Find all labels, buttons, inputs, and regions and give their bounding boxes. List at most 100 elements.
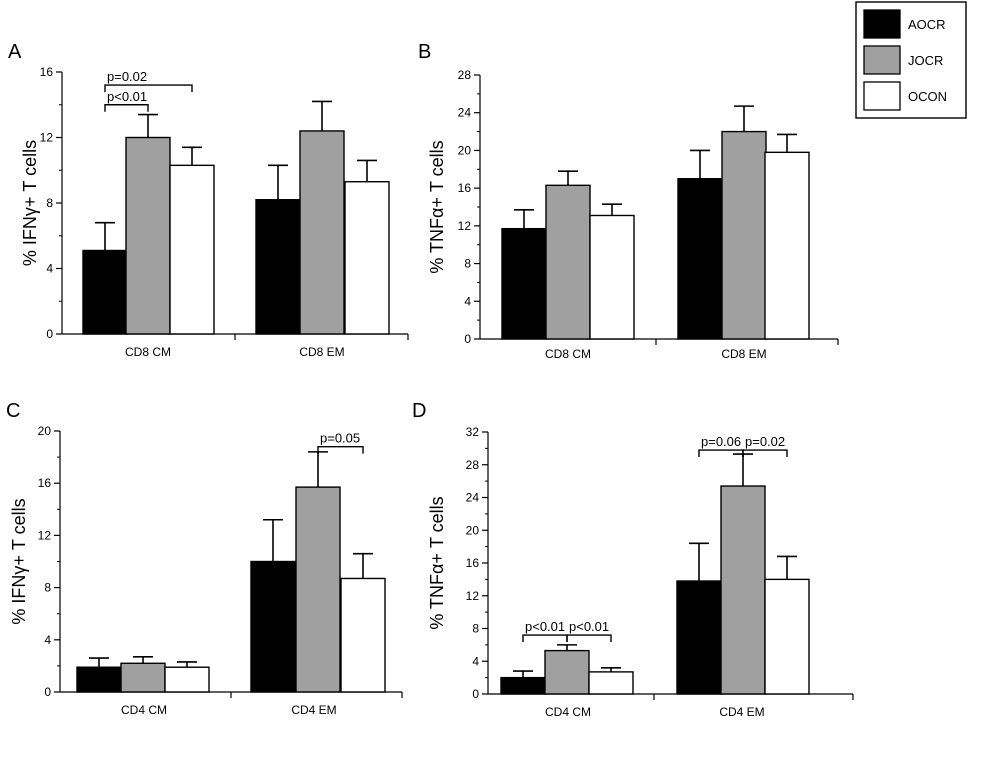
y-tick-label: 20 [458,143,472,157]
x-category-label: CD4 EM [719,705,764,719]
x-category-label: CD8 EM [299,345,344,359]
legend-swatch-aocr [863,9,901,39]
panel-letter: A [8,41,22,63]
x-category-label: CD8 EM [721,347,766,361]
legend-label-ocon: OCON [908,89,947,104]
y-tick-label: 12 [38,528,52,542]
panel-letter: D [412,400,426,422]
bar-jocr [120,662,166,693]
y-axis-label: % TNFα+ T cells [427,496,447,629]
bar-aocr [500,676,546,695]
legend-swatch-ocon [863,81,901,111]
p-value-label: p<0.01 [569,619,609,634]
y-tick-label: 0 [44,685,51,699]
panel-d: D % TNFα+ T cells 0 4 8 12 16 20 24 28 32 CD4 CM CD4… [412,400,854,719]
legend-swatch-jocr [863,45,901,75]
bar-ocon [344,181,390,335]
y-axis-label-symbol: α [427,208,447,218]
bar-ocon [589,214,635,340]
y-tick-label: 4 [44,633,51,647]
panel-a: A % IFNγ+ T cells 0 4 8 12 16 CD8 CM CD8 EM p=0.0… [8,41,409,359]
y-axis-label-suffix: + T cells [20,140,40,207]
x-category-label: CD4 EM [291,703,336,717]
bar-ocon [588,671,634,695]
y-tick-label: 8 [46,196,53,210]
y-axis-label-prefix: % TNF [427,218,447,274]
legend: AOCR JOCR OCON [855,1,967,119]
bar-jocr [299,130,345,335]
legend-label-aocr: AOCR [908,17,946,32]
p-value-label: p=0.06 [701,434,741,449]
y-tick-label: 16 [466,556,480,570]
y-tick-label: 4 [46,262,53,276]
y-tick-label: 0 [46,327,53,341]
y-axis-label-suffix: + T cells [427,140,447,207]
y-tick-label: 20 [38,424,52,438]
y-tick-label: 28 [466,458,480,472]
y-axis-label-prefix: % TNF [427,574,447,630]
bar-aocr [255,199,301,335]
y-axis-label-prefix: % IFN [20,216,40,266]
y-tick-label: 12 [466,589,480,603]
bar-ocon [764,151,810,340]
y-axis-label-prefix: % IFN [9,575,29,625]
bar-jocr [545,184,591,340]
panel-letter: C [6,400,20,422]
y-tick-label: 8 [44,581,51,595]
bar-aocr [676,580,722,695]
significance-bracket [317,445,364,454]
bar-jocr [125,136,171,335]
bar-aocr [250,560,296,693]
bar-jocr [544,649,590,695]
y-axis-label: % IFNγ+ T cells [9,498,29,624]
bar-ocon [340,577,386,693]
x-category-label: CD4 CM [545,705,591,719]
legend-label-jocr: JOCR [908,53,943,68]
y-tick-label: 8 [472,622,479,636]
y-axis-label: % IFNγ+ T cells [20,140,40,266]
significance-bracket [742,449,788,458]
panel-letter: B [418,41,431,63]
y-tick-label: 24 [458,106,472,120]
y-tick-label: 24 [466,491,480,505]
y-tick-label: 20 [466,523,480,537]
y-tick-label: 0 [464,332,471,346]
y-axis-label-symbol: α [427,564,447,574]
y-tick-label: 4 [472,654,479,668]
y-axis-label-suffix: + T cells [9,498,29,565]
bar-jocr [720,485,766,695]
bar-aocr [501,227,547,340]
p-value-label: p=0.02 [745,434,785,449]
significance-bracket [522,634,568,643]
y-axis-label-symbol: γ [9,566,29,575]
panel-c: C % IFNγ+ T cells 0 4 8 12 16 20 CD4 CM CD4 EM p=0… [6,400,403,717]
y-tick-label: 8 [464,257,471,271]
bar-aocr [82,249,128,335]
bar-ocon [164,666,210,693]
bar-jocr [721,130,767,340]
y-tick-label: 28 [458,68,472,82]
bar-aocr [76,666,122,693]
p-value-label: p<0.01 [107,89,147,104]
y-tick-label: 12 [458,219,472,233]
y-tick-label: 12 [40,131,54,145]
x-category-label: CD8 CM [125,345,171,359]
significance-bracket [104,104,149,112]
p-value-label: p=0.02 [107,69,147,84]
p-value-label: p<0.01 [525,619,565,634]
y-tick-label: 16 [40,65,54,79]
y-tick-label: 16 [458,181,472,195]
x-category-label: CD8 CM [545,347,591,361]
significance-bracket [104,84,193,93]
bar-ocon [169,164,215,335]
bar-aocr [677,178,723,340]
y-axis-label-symbol: γ [20,207,40,216]
y-tick-label: 32 [466,425,480,439]
significance-bracket [566,634,612,643]
y-axis-label: % TNFα+ T cells [427,140,447,273]
x-category-label: CD4 CM [121,703,167,717]
bar-ocon [764,578,810,695]
panel-b: B % TNFα+ T cells 0 4 8 12 16 20 24 28 CD8 CM CD8 E… [418,41,839,361]
y-axis-label-suffix: + T cells [427,496,447,563]
